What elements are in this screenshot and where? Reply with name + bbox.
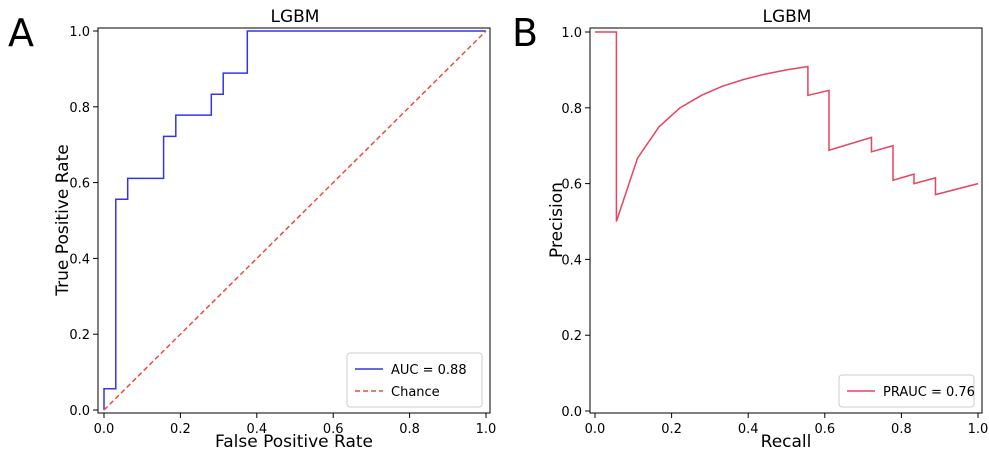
roc-y-axis-label: True Positive Rate: [53, 144, 73, 296]
roc-x-tick-label: 0.8: [399, 422, 420, 437]
roc-series-0-line: [103, 30, 486, 410]
roc-legend: AUC = 0.88 Chance: [346, 352, 483, 408]
pr-x-tick-label: 0.4: [738, 422, 759, 437]
pr-y-tick-label: 0.8: [561, 102, 582, 117]
pr-x-tick-label: 0.8: [891, 422, 912, 437]
pr-legend: PRAUC = 0.76: [838, 374, 975, 408]
pr-panel: B LGBM 0.0 0.2 0.4 0.6 0.8 1.0 0.0 0.2 0.4 0.6 0.8…: [512, 7, 988, 452]
roc-legend-label-0: AUC = 0.88: [391, 363, 467, 378]
pr-y-tick-label: 0.0: [561, 405, 582, 420]
pr-series-layer: [595, 31, 979, 222]
pr-ticks: 0.0 0.2 0.4 0.6 0.8 1.0 0.0 0.2 0.4 0.6 0.8 1.0: [561, 26, 988, 437]
pr-y-tick-label: 0.6: [561, 178, 582, 193]
roc-title: LGBM: [271, 7, 320, 27]
pr-legend-label-0: PRAUC = 0.76: [883, 385, 975, 400]
roc-x-tick-label: 0.2: [170, 422, 191, 437]
pr-x-tick-label: 0.0: [585, 422, 606, 437]
roc-series-layer: [103, 30, 487, 411]
roc-x-tick-label: 0.4: [246, 422, 267, 437]
roc-y-tick-label: 1.0: [69, 25, 90, 40]
roc-y-tick-label: 0.2: [69, 328, 90, 343]
pr-y-tick-label: 0.4: [561, 253, 582, 268]
roc-x-tick-label: 0.6: [323, 422, 344, 437]
roc-y-tick-label: 0.8: [69, 101, 90, 116]
pr-legend-box: [838, 374, 975, 408]
panel-label-a: A: [8, 11, 34, 55]
roc-legend-label-1: Chance: [391, 385, 440, 400]
roc-y-tick-label: 0.4: [69, 252, 90, 267]
pr-x-tick-label: 0.2: [661, 422, 682, 437]
pr-title: LGBM: [763, 7, 812, 27]
roc-panel: A LGBM 0.0 0.2 0.4 0.6 0.8 1.0 0.0 0.2 0.4 0.6 0.8…: [8, 7, 496, 452]
pr-plot-area: [589, 27, 983, 414]
pr-x-axis-label: Recall: [761, 432, 812, 452]
pr-x-tick-label: 1.0: [968, 422, 989, 437]
roc-plot-area: [97, 27, 491, 414]
panel-label-b: B: [512, 11, 538, 55]
pr-y-tick-label: 0.2: [561, 329, 582, 344]
roc-x-axis-label: False Positive Rate: [215, 432, 373, 452]
roc-y-tick-label: 0.0: [69, 404, 90, 419]
roc-ticks: 0.0 0.2 0.4 0.6 0.8 1.0 0.0 0.2 0.4 0.6 0.8 1.0: [69, 25, 496, 437]
pr-x-tick-label: 0.6: [814, 422, 835, 437]
pr-y-tick-label: 1.0: [561, 26, 582, 41]
roc-x-tick-label: 0.0: [94, 422, 115, 437]
pr-series-0-line: [595, 31, 979, 222]
roc-legend-box: [346, 352, 483, 408]
roc-series-1-line: [103, 30, 487, 411]
pr-y-axis-label: Precision: [547, 182, 567, 258]
roc-y-tick-label: 0.6: [69, 177, 90, 192]
roc-x-tick-label: 1.0: [476, 422, 497, 437]
